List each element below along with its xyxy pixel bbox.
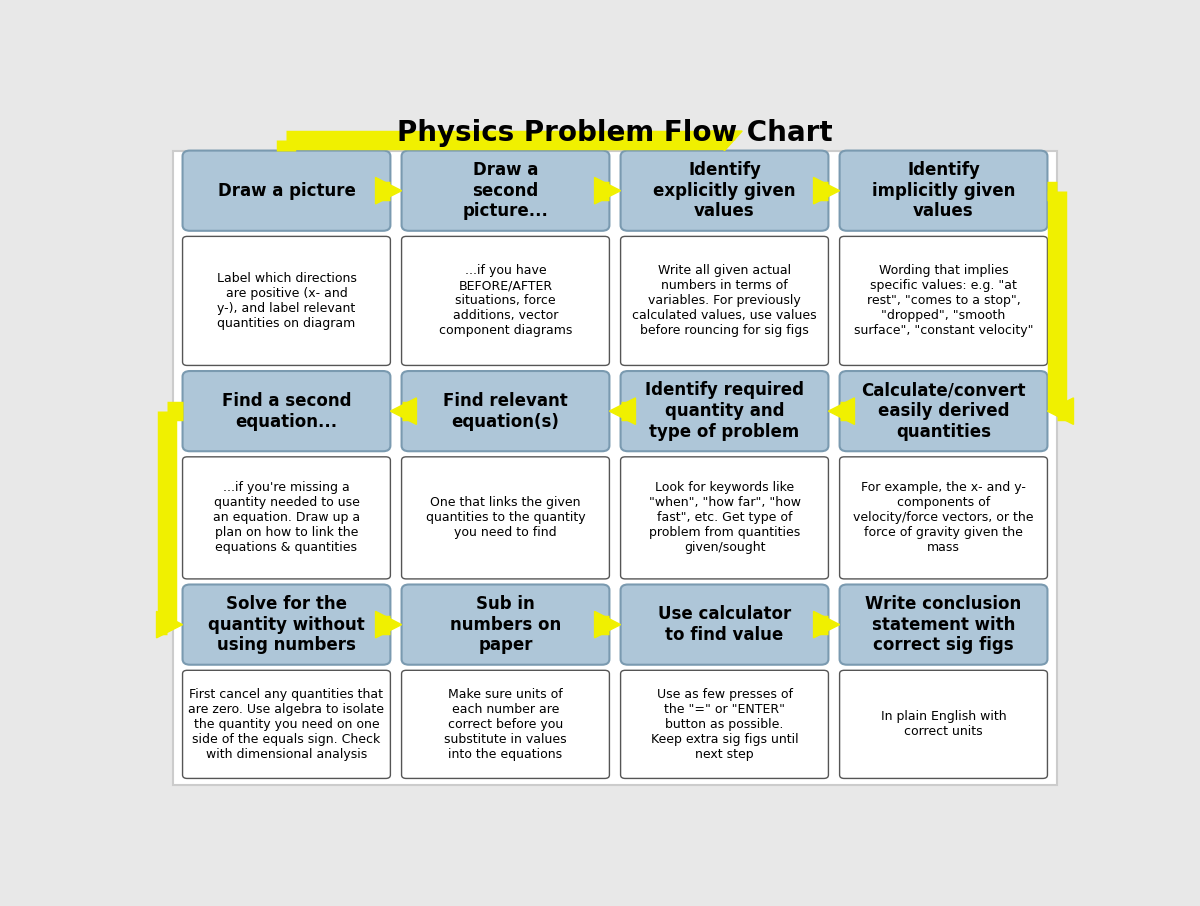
FancyBboxPatch shape (182, 371, 390, 451)
Polygon shape (814, 178, 840, 204)
Text: Make sure units of
each number are
correct before you
substitute in values
into : Make sure units of each number are corre… (444, 688, 566, 761)
FancyBboxPatch shape (840, 371, 1048, 451)
FancyBboxPatch shape (620, 584, 828, 665)
Text: Physics Problem Flow Chart: Physics Problem Flow Chart (397, 119, 833, 147)
Polygon shape (156, 612, 182, 638)
FancyBboxPatch shape (402, 670, 610, 778)
Text: Find relevant
equation(s): Find relevant equation(s) (443, 391, 568, 430)
Text: Draw a
second
picture...: Draw a second picture... (462, 161, 548, 220)
Text: Use calculator
to find value: Use calculator to find value (658, 605, 791, 644)
FancyBboxPatch shape (620, 150, 828, 231)
FancyBboxPatch shape (182, 150, 390, 231)
Text: First cancel any quantities that
are zero. Use algebra to isolate
the quantity y: First cancel any quantities that are zer… (188, 688, 384, 761)
Text: Write all given actual
numbers in terms of
variables. For previously
calculated : Write all given actual numbers in terms … (632, 265, 817, 337)
Text: Use as few presses of
the "=" or "ENTER"
button as possible.
Keep extra sig figs: Use as few presses of the "=" or "ENTER"… (650, 688, 798, 761)
FancyBboxPatch shape (173, 150, 1057, 786)
Text: Label which directions
are positive (x- and
y-), and label relevant
quantities o: Label which directions are positive (x- … (216, 272, 356, 330)
FancyBboxPatch shape (840, 670, 1048, 778)
Text: ...if you have
BEFORE/AFTER
situations, force
additions, vector
component diagra: ...if you have BEFORE/AFTER situations, … (439, 265, 572, 337)
Text: Identify required
quantity and
type of problem: Identify required quantity and type of p… (646, 381, 804, 441)
Polygon shape (376, 178, 402, 204)
Polygon shape (610, 398, 636, 424)
Text: Identify
implicitly given
values: Identify implicitly given values (872, 161, 1015, 220)
FancyBboxPatch shape (620, 371, 828, 451)
FancyBboxPatch shape (182, 584, 390, 665)
FancyBboxPatch shape (840, 150, 1048, 231)
Text: ...if you're missing a
quantity needed to use
an equation. Draw up a
plan on how: ...if you're missing a quantity needed t… (212, 481, 360, 554)
Text: Calculate/convert
easily derived
quantities: Calculate/convert easily derived quantit… (862, 381, 1026, 441)
Text: Write conclusion
statement with
correct sig figs: Write conclusion statement with correct … (865, 595, 1021, 654)
Text: In plain English with
correct units: In plain English with correct units (881, 710, 1007, 738)
FancyBboxPatch shape (620, 457, 828, 579)
Text: Sub in
numbers on
paper: Sub in numbers on paper (450, 595, 562, 654)
FancyBboxPatch shape (402, 150, 610, 231)
Polygon shape (376, 612, 402, 638)
FancyBboxPatch shape (182, 236, 390, 365)
FancyBboxPatch shape (840, 584, 1048, 665)
FancyBboxPatch shape (840, 457, 1048, 579)
Polygon shape (594, 178, 620, 204)
Polygon shape (1048, 398, 1074, 424)
Text: Wording that implies
specific values: e.g. "at
rest", "comes to a stop",
"droppe: Wording that implies specific values: e.… (853, 265, 1033, 337)
FancyBboxPatch shape (620, 236, 828, 365)
Text: Look for keywords like
"when", "how far", "how
fast", etc. Get type of
problem f: Look for keywords like "when", "how far"… (648, 481, 800, 554)
FancyBboxPatch shape (620, 670, 828, 778)
FancyBboxPatch shape (402, 236, 610, 365)
Text: One that links the given
quantities to the quantity
you need to find: One that links the given quantities to t… (426, 496, 586, 539)
FancyBboxPatch shape (402, 371, 610, 451)
Polygon shape (828, 398, 854, 424)
FancyBboxPatch shape (402, 584, 610, 665)
Text: Solve for the
quantity without
using numbers: Solve for the quantity without using num… (208, 595, 365, 654)
FancyBboxPatch shape (182, 670, 390, 778)
Polygon shape (707, 131, 742, 150)
Polygon shape (814, 612, 840, 638)
Text: For example, the x- and y-
components of
velocity/force vectors, or the
force of: For example, the x- and y- components of… (853, 481, 1033, 554)
FancyBboxPatch shape (840, 236, 1048, 365)
Polygon shape (390, 398, 416, 424)
FancyBboxPatch shape (402, 457, 610, 579)
FancyBboxPatch shape (182, 457, 390, 579)
Text: Identify
explicitly given
values: Identify explicitly given values (653, 161, 796, 220)
Polygon shape (594, 612, 620, 638)
Text: Draw a picture: Draw a picture (217, 182, 355, 199)
Text: Find a second
equation...: Find a second equation... (222, 391, 352, 430)
